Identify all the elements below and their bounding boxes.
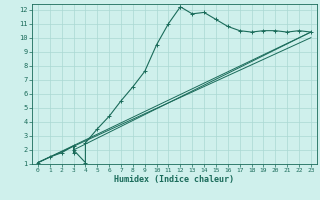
- X-axis label: Humidex (Indice chaleur): Humidex (Indice chaleur): [115, 175, 234, 184]
